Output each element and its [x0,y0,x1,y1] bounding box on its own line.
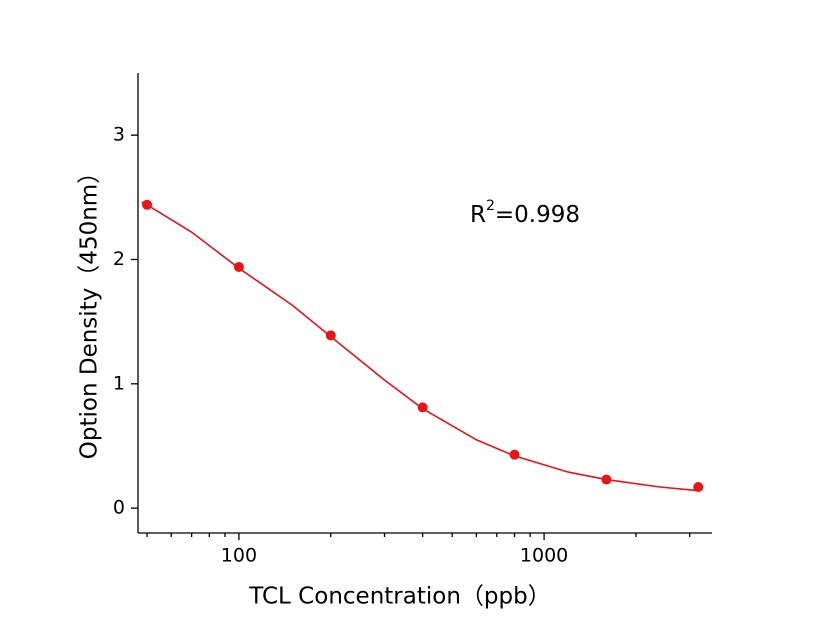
annotation: R2=0.998 [470,198,580,228]
x-tick-label: 1000 [520,545,568,567]
annotation-superscript: 2 [486,198,495,214]
y-tick-label: 0 [113,497,125,519]
annotation-text: =0.998 [495,202,580,228]
data-point [693,482,704,492]
data-point [325,330,336,341]
y-tick-label: 3 [113,124,125,146]
x-tick-label: 100 [221,545,257,567]
fit-line [141,201,699,492]
annotation-base: R [470,202,486,228]
y-tick-label: 2 [113,248,125,270]
data-point [601,474,612,485]
x-axis-label: TCL Concentration（ppb） [248,584,550,610]
y-axis-label: Option Density（450nm） [77,161,103,459]
data-point [142,199,153,210]
data-point [417,402,428,413]
data-point [509,449,520,460]
y-tick-label: 1 [113,372,125,394]
data-point [233,261,244,272]
